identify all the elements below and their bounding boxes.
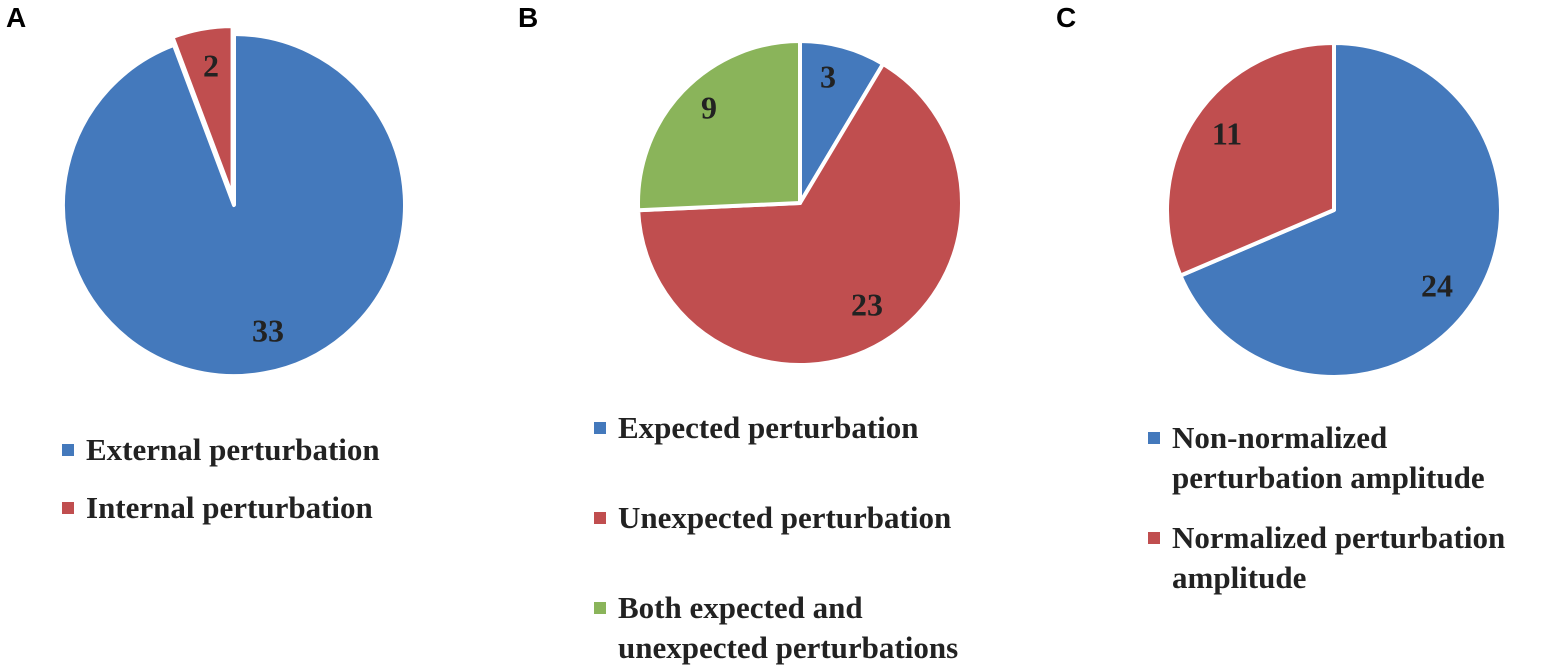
legend-swatch	[62, 444, 74, 456]
legend-label: Internal perturbation	[86, 490, 373, 525]
legend-swatch	[1148, 432, 1160, 444]
legend-swatch	[594, 422, 606, 434]
pie-slice-external-perturbation	[61, 32, 407, 378]
legend-label: Non-normalized perturbation amplitude	[1172, 420, 1485, 495]
data-label-expected-perturbation: 3	[820, 58, 836, 94]
panel-label: C	[1056, 2, 1077, 33]
legend-label: Unexpected perturbation	[618, 500, 952, 535]
legend-swatch	[594, 512, 606, 524]
panel-label: A	[6, 2, 27, 33]
legend-label: Normalized perturbation amplitude	[1172, 520, 1506, 595]
pie-chart-c: 24 11	[1165, 41, 1503, 379]
pie-slice-unexpected-perturbation	[636, 61, 964, 367]
pie-chart-a: 33 2	[61, 24, 407, 378]
data-label-unexpected-perturbation: 23	[851, 286, 883, 322]
pie-chart-panel-b: B 3 23 9 Expected perturbation Unexpected p…	[510, 0, 1050, 672]
data-label-normalized-perturbation-amplitude: 11	[1212, 115, 1242, 151]
data-label-both-expected-and-unexpected-perturbations: 9	[701, 89, 717, 125]
legend-item-expected-perturbation: Expected perturbation	[594, 408, 1044, 448]
panel-label: B	[518, 2, 539, 33]
legend-item-normalized-perturbation-amplitude: Normalized perturbation amplitude	[1148, 518, 1548, 598]
data-label-internal-perturbation: 2	[203, 47, 219, 83]
legend-swatch	[1148, 532, 1160, 544]
data-label-non-normalized-perturbation-amplitude: 24	[1421, 267, 1453, 303]
legend-label: External perturbation	[86, 432, 380, 467]
legend-item-both-expected-and-unexpected-perturbations: Both expected and unexpected perturbatio…	[594, 588, 994, 668]
pie-chart-panel-a: A 33 2 External perturbation Internal pert…	[0, 0, 510, 672]
pie-slice-normalized-perturbation-amplitude	[1165, 41, 1336, 278]
pie-chart-panel-c: C 24 11 Non-normalized perturbation ampli…	[1050, 0, 1560, 672]
legend-swatch	[62, 502, 74, 514]
legend-swatch	[594, 602, 606, 614]
legend-label: Both expected and unexpected perturbatio…	[618, 590, 959, 665]
legend-label: Expected perturbation	[618, 410, 919, 445]
pie-chart-b: 3 23 9	[636, 39, 964, 367]
legend-item-external-perturbation: External perturbation	[62, 430, 502, 470]
legend-item-non-normalized-perturbation-amplitude: Non-normalized perturbation amplitude	[1148, 418, 1518, 498]
legend-item-internal-perturbation: Internal perturbation	[62, 488, 502, 528]
data-label-external-perturbation: 33	[252, 312, 284, 348]
pie-slice-internal-perturbation	[170, 24, 235, 200]
pie-slice-both-expected-and-unexpected-perturbations	[636, 39, 802, 213]
legend-item-unexpected-perturbation: Unexpected perturbation	[594, 498, 1044, 538]
pie-slice-non-normalized-perturbation-amplitude	[1178, 41, 1503, 379]
